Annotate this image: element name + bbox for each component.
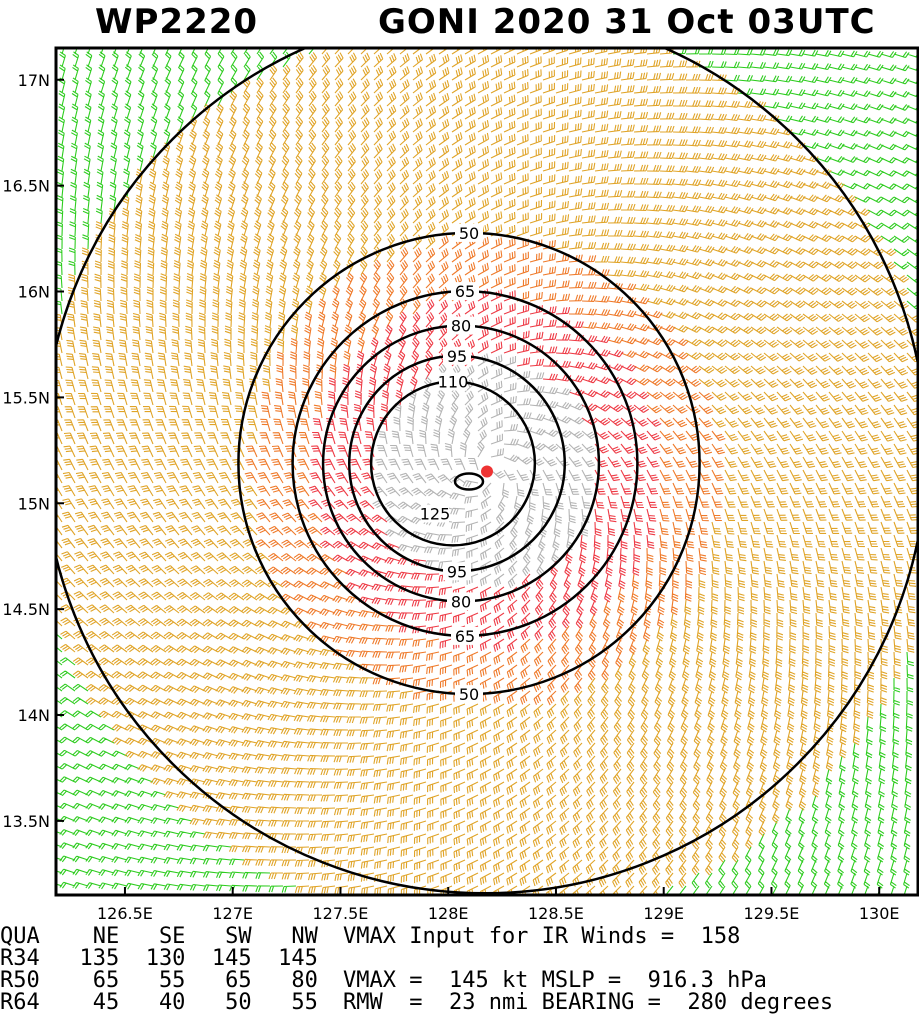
rmw-bearing-line: RMW = 23 nmi BEARING = 280 degrees	[343, 990, 834, 1015]
y-tick-label: 14.5N	[2, 600, 50, 619]
contour-label-125: 125	[420, 505, 451, 524]
wind-barb-field	[56, 48, 918, 895]
x-tick-label: 127.5E	[312, 904, 368, 923]
contour-label-65: 65	[455, 627, 475, 646]
contour-label-65: 65	[455, 282, 475, 301]
x-tick-label: 128.5E	[528, 904, 584, 923]
axis-ticks: 126.5E 127E 127.5E 128E 128.5E 129E 129.5E 130E…	[2, 71, 899, 923]
contour-label-bg	[443, 562, 471, 581]
contour-label-50: 50	[459, 685, 479, 704]
x-tick-label: 129.5E	[743, 904, 799, 923]
x-tick-label: 126.5E	[97, 904, 153, 923]
y-tick-label: 13.5N	[2, 812, 50, 831]
table-row: R50 65 55 65 80	[0, 968, 318, 993]
y-tick-label: 17N	[18, 71, 50, 90]
contour-layer: 50 50 65 65 80 80 95 95 110 125	[56, 48, 918, 895]
contour-label-bg	[447, 316, 475, 335]
vmax-input-line: VMAX Input for IR Winds = 158	[343, 924, 741, 949]
contour-label-110: 110	[438, 373, 469, 392]
wind-barbs-orange	[244, 235, 726, 706]
table-header-row: QUA NE SE SW NW	[0, 924, 318, 949]
contour-label-bg	[443, 346, 471, 365]
y-tick-label: 16.5N	[2, 177, 50, 196]
x-tick-label: 130E	[859, 904, 900, 923]
wind-barbs-gray	[372, 353, 597, 589]
contour-label-95: 95	[447, 347, 467, 366]
table-row: R64 45 40 50 55	[0, 990, 318, 1015]
r34-contour	[56, 48, 918, 895]
y-tick-label: 14N	[18, 706, 50, 725]
vmax-mslp-line: VMAX = 145 kt MSLP = 916.3 hPa	[343, 968, 767, 993]
storm-id: WP2220	[95, 2, 259, 42]
radii-table: QUA NE SE SW NW R34 135 130 145 145 R50 65…	[0, 926, 318, 1014]
contour-label-bg	[455, 223, 483, 242]
x-tick-label: 129E	[643, 904, 684, 923]
contour-label-80: 80	[451, 317, 471, 336]
plot-frame	[54, 46, 919, 897]
contour-label-bg	[447, 592, 475, 611]
storm-center-marker	[481, 465, 493, 478]
table-row: R34 135 130 145 145	[0, 946, 318, 971]
contour-label-50: 50	[459, 224, 479, 243]
contour-125	[453, 472, 485, 491]
y-tick-label: 16N	[18, 283, 50, 302]
contour-label-bg	[421, 504, 449, 523]
x-tick-label: 127E	[212, 904, 253, 923]
contour-label-bg	[451, 282, 479, 301]
contour-label-95: 95	[447, 562, 467, 581]
contour-label-bg	[439, 372, 467, 391]
plot-title: GONI 2020 31 Oct 03UTC	[378, 2, 876, 42]
x-tick-label: 128E	[428, 904, 469, 923]
y-tick-label: 15.5N	[2, 388, 50, 407]
y-tick-label: 15N	[18, 494, 50, 513]
contour-label-80: 80	[451, 592, 471, 611]
contour-label-bg	[455, 685, 483, 704]
contour-label-bg	[451, 626, 479, 645]
